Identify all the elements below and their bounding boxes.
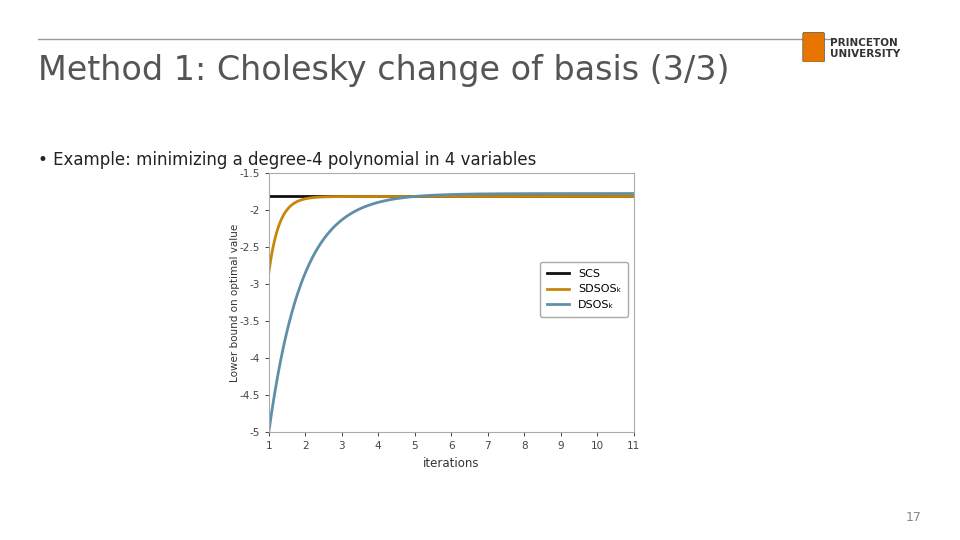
SDSOSₖ bbox=[547, 193, 559, 200]
Text: • Example: minimizing a degree-4 polynomial in 4 variables: • Example: minimizing a degree-4 polynom… bbox=[38, 151, 537, 169]
DSOSₖ bbox=[411, 193, 422, 200]
DSOSₖ bbox=[423, 192, 435, 199]
SDSOSₖ bbox=[423, 193, 435, 200]
DSOSₖ bbox=[547, 190, 559, 197]
Text: PRINCETON
UNIVERSITY: PRINCETON UNIVERSITY bbox=[830, 38, 900, 59]
Line: DSOSₖ: DSOSₖ bbox=[269, 193, 634, 432]
SDSOSₖ bbox=[554, 193, 565, 200]
SDSOSₖ bbox=[514, 193, 525, 200]
SDSOSₖ bbox=[628, 193, 639, 200]
DSOSₖ bbox=[514, 191, 525, 197]
SDSOSₖ bbox=[411, 193, 422, 200]
SCS bbox=[300, 193, 312, 200]
DSOSₖ bbox=[628, 190, 639, 197]
SCS bbox=[514, 193, 525, 200]
SCS bbox=[554, 193, 565, 200]
DSOSₖ bbox=[263, 429, 275, 435]
Text: 17: 17 bbox=[905, 511, 922, 524]
SCS bbox=[411, 193, 422, 200]
SDSOSₖ bbox=[626, 193, 637, 200]
SCS bbox=[423, 193, 435, 200]
Text: Method 1: Cholesky change of basis (3/3): Method 1: Cholesky change of basis (3/3) bbox=[38, 54, 730, 87]
Legend: SCS, SDSOSₖ, DSOSₖ: SCS, SDSOSₖ, DSOSₖ bbox=[540, 262, 628, 316]
SCS bbox=[547, 193, 559, 200]
SCS bbox=[263, 193, 275, 200]
SDSOSₖ bbox=[263, 269, 275, 276]
FancyBboxPatch shape bbox=[803, 32, 825, 62]
DSOSₖ bbox=[554, 190, 565, 197]
Line: SDSOSₖ: SDSOSₖ bbox=[269, 197, 634, 273]
SDSOSₖ bbox=[300, 195, 312, 202]
Y-axis label: Lower bound on optimal value: Lower bound on optimal value bbox=[230, 223, 240, 382]
SCS bbox=[628, 193, 639, 200]
DSOSₖ bbox=[300, 268, 312, 274]
X-axis label: iterations: iterations bbox=[423, 457, 479, 470]
